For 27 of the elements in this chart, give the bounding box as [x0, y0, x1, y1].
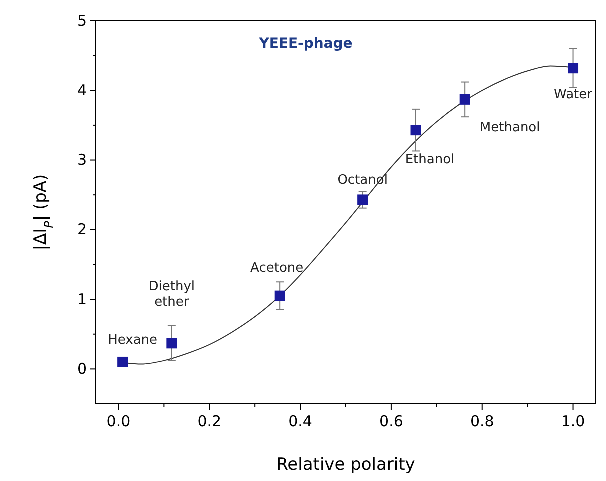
point — [274, 290, 286, 302]
point — [118, 356, 128, 368]
x-tick-label: 0.2 — [198, 412, 222, 430]
x-tick-label: 0.8 — [470, 412, 494, 430]
point — [358, 194, 368, 206]
y-tick-label: 5 — [77, 12, 87, 30]
annotation: Acetone — [250, 261, 304, 276]
annotation: Diethyl ether — [148, 279, 196, 310]
text: YEEE-phage — [258, 36, 353, 52]
annotation: Methanol — [480, 120, 540, 136]
annotation: Water — [554, 87, 594, 102]
x-tick-label: 1.0 — [561, 412, 586, 430]
y-tick-label: 3 — [77, 151, 87, 170]
y-tick-label: 1 — [77, 290, 87, 308]
y-tick-label: 2 — [77, 220, 87, 239]
point — [410, 125, 422, 136]
y-tick-label: 0 — [77, 360, 87, 378]
point — [460, 94, 470, 105]
x-tick-label: 0.6 — [380, 412, 404, 430]
x-axis-title: Relative polarity — [276, 455, 416, 475]
annotation: Hexane — [108, 333, 158, 348]
y-tick-label: 4 — [77, 81, 87, 100]
annotation: Ethanol — [405, 152, 455, 168]
point — [166, 338, 178, 349]
x-tick-label: 0.0 — [106, 412, 131, 430]
point — [568, 63, 579, 74]
x-tick-label: 0.4 — [288, 412, 312, 430]
